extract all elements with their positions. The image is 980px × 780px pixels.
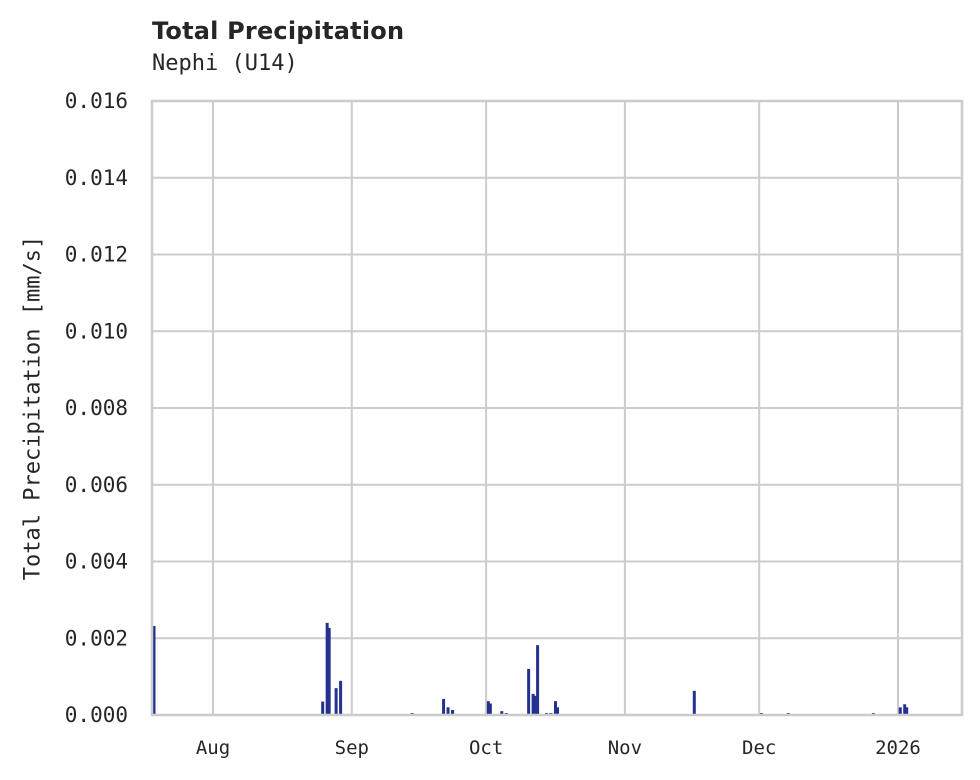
- precip-bar: [500, 711, 504, 715]
- precip-bar: [905, 707, 909, 715]
- x-tick-label: Oct: [469, 737, 503, 759]
- y-tick-label: 0.004: [65, 550, 128, 574]
- precip-bar: [339, 680, 343, 715]
- y-tick-label: 0.014: [65, 166, 128, 190]
- precip-bar: [556, 707, 559, 715]
- precip-bar: [327, 627, 331, 715]
- precip-bar: [692, 690, 696, 715]
- precip-bar: [531, 693, 535, 715]
- precip-bar: [898, 707, 902, 715]
- chart-title: Total Precipitation: [152, 17, 405, 45]
- precip-bar: [488, 703, 492, 715]
- precip-bar: [533, 695, 537, 715]
- y-tick-label: 0.002: [65, 626, 128, 650]
- precip-bar: [325, 622, 329, 715]
- y-tick-label: 0.016: [65, 89, 128, 113]
- precip-bar: [486, 701, 490, 715]
- y-tick-label: 0.012: [65, 243, 128, 267]
- y-axis-ticks: 0.000 0.002 0.004 0.006 0.008 0.010 0.012 0.014…: [65, 89, 128, 727]
- bar-series: [152, 622, 909, 715]
- precip-bar: [527, 668, 531, 715]
- y-tick-label: 0.010: [65, 319, 128, 343]
- precip-bar: [334, 688, 338, 715]
- precip-bar: [321, 701, 325, 715]
- y-tick-label: 0.008: [65, 396, 128, 420]
- x-tick-label: Aug: [196, 737, 230, 759]
- precip-bar: [152, 625, 156, 715]
- y-tick-label: 0.006: [65, 473, 128, 497]
- precip-bar: [446, 707, 450, 715]
- y-tick-label: 0.000: [65, 703, 128, 727]
- gridlines: [152, 100, 962, 716]
- x-axis-ticks: Aug Sep Oct Nov Dec 2026: [196, 737, 921, 759]
- precip-bar: [442, 698, 446, 715]
- plot-frame: [150, 99, 964, 717]
- x-tick-label: Nov: [608, 737, 642, 759]
- chart-subtitle: Nephi (U14): [152, 51, 298, 76]
- x-tick-label: 2026: [875, 737, 921, 759]
- precip-bar: [554, 701, 557, 715]
- precip-bar: [451, 710, 455, 715]
- x-tick-label: Sep: [335, 737, 369, 759]
- x-tick-label: Dec: [742, 737, 776, 759]
- precip-bar: [903, 704, 907, 715]
- precip-bar: [536, 645, 540, 715]
